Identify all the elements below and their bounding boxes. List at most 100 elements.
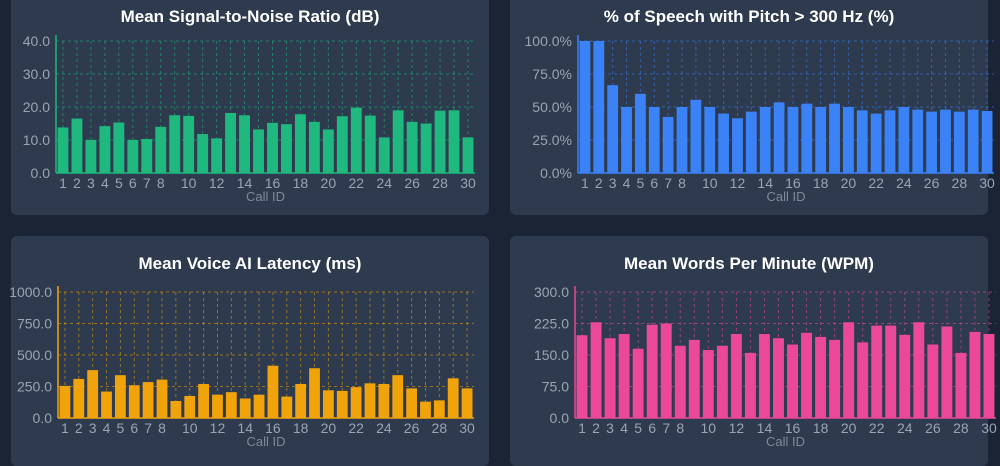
x-tick-label: 26 bbox=[404, 175, 420, 191]
bar-call-6 bbox=[127, 140, 139, 173]
y-tick-label: 0.0 bbox=[550, 410, 570, 426]
bar-call-1 bbox=[59, 385, 71, 418]
bar-call-4 bbox=[621, 107, 632, 173]
x-tick-label: 20 bbox=[841, 420, 857, 436]
bar-call-18 bbox=[295, 383, 307, 418]
bar-call-11 bbox=[718, 113, 730, 173]
bar-call-29 bbox=[969, 331, 981, 418]
bar-call-9 bbox=[690, 99, 702, 173]
bar-call-1 bbox=[576, 335, 588, 418]
bar-call-11 bbox=[198, 383, 210, 418]
bar-call-22 bbox=[350, 107, 362, 173]
y-tick-label: 10.0 bbox=[23, 132, 50, 148]
bar-call-5 bbox=[632, 348, 644, 418]
x-tick-label: 7 bbox=[143, 175, 151, 191]
x-tick-label: 20 bbox=[841, 175, 857, 191]
x-tick-label: 7 bbox=[664, 175, 672, 191]
y-tick-label: 20.0 bbox=[23, 99, 50, 115]
bar-call-7 bbox=[660, 323, 672, 418]
x-tick-label: 14 bbox=[237, 420, 253, 436]
bar-call-27 bbox=[940, 109, 951, 173]
x-tick-label: 30 bbox=[459, 420, 475, 436]
x-tick-label: 5 bbox=[634, 420, 642, 436]
bar-call-16 bbox=[267, 122, 278, 173]
x-tick-label: 2 bbox=[75, 420, 83, 436]
bar-call-20 bbox=[322, 129, 334, 173]
bar-call-7 bbox=[141, 139, 153, 173]
chart-title: Mean Signal-to-Noise Ratio (dB) bbox=[120, 7, 380, 26]
bar-call-5 bbox=[634, 93, 646, 173]
bar-call-28 bbox=[955, 352, 967, 418]
chart-title: Mean Words Per Minute (WPM) bbox=[624, 254, 874, 273]
x-tick-label: 16 bbox=[785, 175, 801, 191]
bar-call-27 bbox=[941, 326, 953, 418]
bar-call-19 bbox=[829, 339, 841, 418]
bar-call-26 bbox=[926, 111, 938, 173]
bar-call-5 bbox=[113, 122, 125, 173]
x-tick-label: 4 bbox=[623, 175, 631, 191]
bar-call-22 bbox=[870, 113, 882, 173]
y-tick-label: 225.0 bbox=[534, 316, 569, 332]
bar-call-9 bbox=[170, 400, 182, 418]
bar-call-15 bbox=[253, 129, 264, 173]
bar-call-17 bbox=[281, 124, 292, 173]
bar-call-18 bbox=[815, 336, 827, 418]
bar-call-23 bbox=[364, 383, 376, 418]
x-tick-label: 6 bbox=[130, 420, 138, 436]
bar-call-15 bbox=[253, 394, 265, 418]
x-tick-label: 7 bbox=[144, 420, 152, 436]
bar-call-3 bbox=[85, 140, 97, 173]
bar-call-14 bbox=[239, 398, 251, 418]
x-axis-label: Call ID bbox=[766, 189, 805, 204]
x-tick-label: 3 bbox=[87, 175, 95, 191]
bar-call-19 bbox=[309, 368, 320, 418]
y-tick-label: 30.0 bbox=[23, 66, 50, 82]
bar-call-10 bbox=[704, 107, 716, 173]
bar-call-8 bbox=[674, 345, 686, 418]
x-tick-label: 28 bbox=[953, 420, 969, 436]
bar-call-17 bbox=[801, 332, 813, 418]
x-tick-label: 24 bbox=[376, 420, 392, 436]
bar-call-17 bbox=[801, 103, 813, 173]
x-tick-label: 4 bbox=[620, 420, 628, 436]
bar-call-19 bbox=[829, 103, 840, 173]
x-tick-label: 28 bbox=[952, 175, 968, 191]
bar-call-9 bbox=[688, 339, 700, 418]
bar-call-22 bbox=[350, 387, 362, 418]
x-tick-label: 18 bbox=[293, 175, 309, 191]
bar-call-25 bbox=[913, 322, 925, 418]
bar-call-10 bbox=[183, 115, 195, 173]
bar-call-2 bbox=[590, 322, 602, 418]
x-tick-label: 18 bbox=[813, 420, 829, 436]
bar-call-11 bbox=[716, 345, 728, 418]
x-tick-label: 14 bbox=[237, 175, 253, 191]
bar-call-4 bbox=[99, 126, 111, 173]
x-tick-label: 7 bbox=[662, 420, 670, 436]
bar-call-25 bbox=[392, 375, 404, 418]
x-tick-label: 12 bbox=[210, 420, 226, 436]
bar-call-12 bbox=[211, 138, 223, 173]
y-tick-label: 0.0 bbox=[31, 165, 51, 181]
bar-call-18 bbox=[294, 114, 306, 173]
bar-call-30 bbox=[983, 334, 995, 418]
bar-call-12 bbox=[212, 394, 223, 418]
x-tick-label: 30 bbox=[979, 175, 995, 191]
bar-call-2 bbox=[71, 118, 83, 173]
x-tick-label: 14 bbox=[757, 420, 773, 436]
bar-call-20 bbox=[322, 390, 334, 418]
x-tick-label: 22 bbox=[348, 420, 364, 436]
x-tick-label: 26 bbox=[924, 175, 940, 191]
x-tick-label: 24 bbox=[896, 175, 912, 191]
x-tick-label: 24 bbox=[376, 175, 392, 191]
bar-call-27 bbox=[420, 123, 432, 173]
bar-call-10 bbox=[184, 395, 196, 418]
bar-call-6 bbox=[646, 324, 658, 418]
bar-call-25 bbox=[912, 109, 924, 173]
x-tick-label: 22 bbox=[348, 175, 364, 191]
bar-call-28 bbox=[434, 110, 446, 173]
y-tick-label: 25.0% bbox=[532, 132, 572, 148]
bar-call-29 bbox=[447, 378, 459, 418]
bar-call-14 bbox=[759, 107, 771, 173]
bar-call-21 bbox=[336, 390, 348, 418]
bar-call-18 bbox=[815, 107, 827, 173]
